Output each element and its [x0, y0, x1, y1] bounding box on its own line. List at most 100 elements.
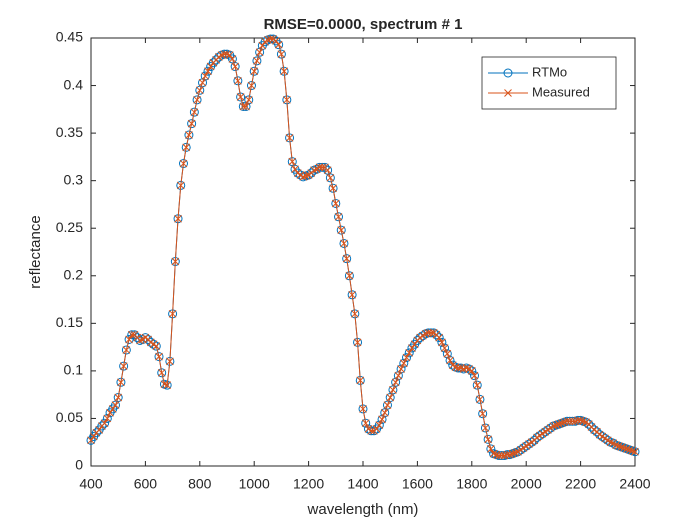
x-marker	[136, 336, 144, 345]
x-marker	[470, 371, 479, 380]
x-tick-label: 2000	[511, 476, 542, 492]
x-marker	[155, 352, 163, 361]
circle-marker	[252, 56, 262, 66]
circle-marker	[203, 66, 213, 76]
x-marker	[440, 344, 449, 352]
x-marker	[119, 362, 128, 370]
x-marker	[100, 419, 109, 428]
x-marker	[565, 417, 574, 426]
circle-marker	[276, 49, 286, 59]
x-marker	[323, 166, 332, 175]
circle-marker	[323, 165, 333, 175]
x-marker	[195, 86, 204, 95]
x-marker	[277, 50, 286, 59]
x-marker	[361, 419, 370, 428]
circle-marker	[382, 400, 392, 410]
x-marker	[378, 415, 386, 424]
x-marker	[356, 376, 365, 385]
x-marker	[117, 378, 125, 387]
x-marker	[399, 359, 408, 368]
circle-marker	[274, 40, 284, 50]
circle-marker	[470, 371, 480, 381]
x-marker	[87, 436, 95, 445]
x-marker	[160, 380, 169, 389]
circle-marker	[388, 385, 398, 395]
x-marker	[176, 181, 185, 190]
x-marker	[231, 62, 240, 71]
circle-marker	[586, 422, 596, 432]
x-marker	[187, 119, 196, 128]
x-marker	[106, 408, 114, 417]
x-marker	[239, 102, 248, 111]
circle-marker	[181, 142, 191, 152]
x-marker	[250, 67, 259, 76]
x-marker	[89, 432, 98, 441]
circle-marker	[227, 54, 237, 64]
circle-marker	[121, 345, 131, 355]
x-marker	[299, 173, 308, 181]
circle-marker	[331, 198, 341, 208]
x-marker	[402, 353, 411, 362]
circle-marker	[211, 55, 221, 65]
circle-marker	[184, 130, 194, 140]
x-marker	[620, 444, 628, 452]
x-marker	[391, 378, 400, 387]
x-marker	[198, 78, 207, 87]
x-tick-label: 1600	[402, 476, 433, 492]
x-marker	[476, 395, 484, 404]
circle-marker	[475, 394, 485, 404]
circle-marker	[97, 421, 107, 431]
legend-label: Measured	[532, 84, 590, 99]
x-marker	[253, 56, 261, 65]
x-marker	[443, 349, 452, 358]
circle-marker	[339, 238, 349, 248]
x-marker	[174, 214, 182, 223]
x-marker	[185, 131, 193, 139]
x-marker	[424, 328, 433, 337]
circle-marker	[374, 420, 384, 430]
circle-marker	[347, 290, 357, 300]
x-marker	[446, 356, 454, 365]
x-marker	[331, 199, 340, 208]
x-marker	[318, 163, 327, 172]
circle-marker	[385, 393, 395, 403]
x-marker	[247, 81, 256, 90]
x-marker	[163, 381, 172, 390]
x-marker	[236, 93, 245, 101]
x-marker	[179, 159, 188, 168]
x-marker	[201, 72, 210, 80]
circle-marker	[486, 444, 496, 454]
circle-marker	[102, 413, 112, 423]
x-marker	[606, 438, 615, 447]
x-marker	[549, 422, 558, 430]
x-marker	[397, 365, 405, 373]
circle-marker	[328, 183, 338, 193]
x-marker	[579, 417, 588, 426]
x-marker	[511, 448, 520, 457]
circle-marker	[113, 393, 123, 403]
x-marker	[157, 368, 166, 377]
y-tick-label: 0.2	[64, 266, 84, 282]
x-marker	[504, 89, 512, 97]
x-marker	[438, 338, 446, 347]
x-marker	[459, 365, 468, 373]
x-marker	[557, 419, 566, 428]
x-marker	[255, 48, 264, 57]
circle-marker	[154, 352, 164, 362]
circle-marker	[124, 335, 134, 345]
x-marker	[457, 364, 465, 372]
legend: RTMo Measured	[481, 56, 617, 110]
circle-marker	[437, 337, 447, 347]
circle-marker	[189, 107, 199, 117]
x-marker	[204, 67, 212, 76]
x-marker	[242, 102, 250, 111]
circle-marker	[480, 423, 490, 433]
circle-marker	[334, 212, 344, 222]
legend-box	[481, 56, 617, 110]
x-marker	[612, 441, 620, 449]
x-marker	[274, 40, 283, 49]
x-marker	[353, 338, 362, 347]
circle-marker	[230, 62, 240, 72]
x-marker	[95, 426, 104, 434]
